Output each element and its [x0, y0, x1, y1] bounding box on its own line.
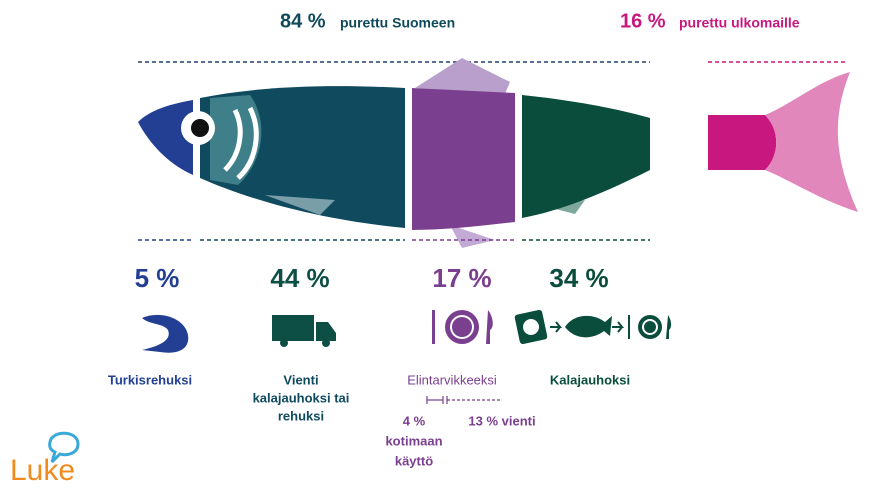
use-value: 34 % [549, 263, 608, 293]
truck-icon [272, 315, 336, 347]
food-domestic: kotimaan [385, 433, 442, 448]
logo-bubble [48, 431, 80, 464]
logo: Luke [10, 454, 75, 487]
food-export: 13 % vienti [468, 413, 535, 428]
mink-icon [142, 314, 189, 353]
tail-segment [708, 115, 777, 170]
use-value: 44 % [270, 263, 329, 293]
belly-fin [450, 225, 495, 248]
abroad-value: 16 % [620, 10, 666, 32]
use-label: kalajauhoksi tai [253, 390, 350, 405]
food-split-lines [426, 396, 500, 404]
domestic-value: 84 % [280, 10, 326, 32]
gill-line [236, 106, 259, 180]
use-label: Vienti [283, 372, 318, 387]
food-domestic: 4 % [403, 413, 426, 428]
pectoral-fin [265, 195, 335, 215]
use-label: rehuksi [278, 408, 324, 423]
abroad-label: purettu ulkomaille [679, 15, 800, 31]
meal-segment [522, 95, 650, 218]
plate-icon [432, 310, 493, 344]
use-label: Kalajauhoksi [550, 372, 630, 387]
food-domestic: käyttö [395, 453, 433, 468]
dorsal-fin [415, 58, 510, 94]
use-label: Elintarvikkeeksi [407, 372, 497, 387]
food-segment [412, 88, 515, 230]
use-value: 17 % [432, 263, 491, 293]
use-value: 5 % [135, 263, 180, 293]
domestic-label: purettu Suomeen [340, 15, 455, 31]
meal-chain-icon [514, 309, 672, 345]
gill-line [223, 108, 243, 172]
use-label: Turkisrehuksi [108, 372, 192, 387]
pupil [191, 119, 209, 137]
tail-fin [765, 72, 858, 212]
head-segment [138, 100, 193, 175]
